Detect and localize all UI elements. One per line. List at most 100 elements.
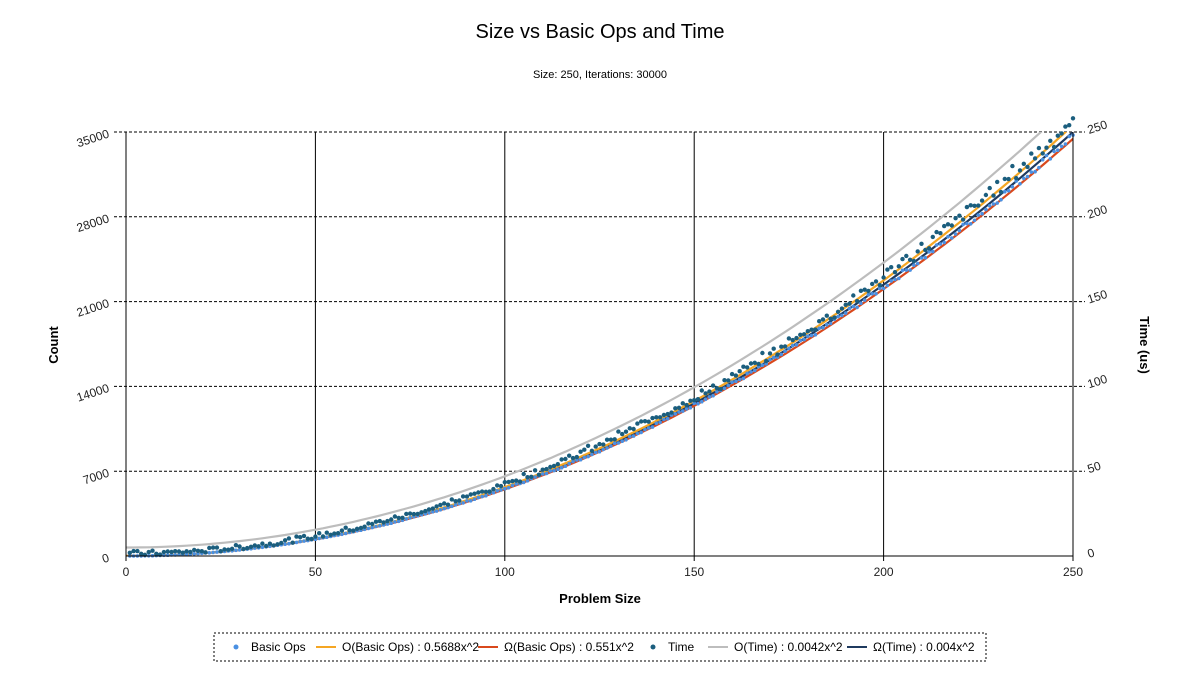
basic-ops-point [999,197,1003,202]
time-point [979,198,985,203]
basic-ops-point [726,383,731,388]
time-point [218,549,223,554]
basic-ops-point [806,334,810,339]
curve-time-5 [126,132,1073,556]
time-point [343,525,348,530]
basic-ops-point [934,243,939,247]
basic-ops-point [908,268,912,272]
time-point [957,213,962,218]
basic-ops-point [885,283,890,288]
time-point [370,521,375,527]
time-point [237,544,242,549]
time-point [1059,131,1064,136]
time-point [923,247,928,253]
time-point [790,337,795,343]
basic-ops-point [1029,170,1034,174]
basic-ops-point [325,535,329,539]
basic-ops-point [813,333,818,337]
basic-ops-point [389,521,394,525]
time-point [582,447,587,452]
time-point [510,478,515,484]
basic-ops-point [878,286,882,291]
basic-ops-point [692,401,696,406]
time-point [669,410,674,415]
time-point [173,549,178,554]
basic-ops-point [931,249,935,254]
time-point [294,534,299,539]
time-point [301,533,307,539]
basic-ops-point [408,516,412,520]
time-point [597,441,602,447]
time-point [517,479,523,484]
time-point [442,501,447,506]
time-point [229,546,235,551]
basic-ops-point [476,495,481,500]
basic-ops-point [635,431,640,436]
time-point [1021,161,1026,166]
time-point [877,283,882,288]
basic-ops-point [525,479,530,483]
basic-ops-point [688,405,693,410]
x-tick-label: 150 [684,565,704,579]
time-point [824,313,829,318]
basic-ops-point [870,292,874,296]
basic-ops-point [586,454,590,459]
basic-ops-point [503,486,507,491]
basic-ops-point [302,539,306,543]
basic-ops-point [840,313,844,318]
basic-ops-point [559,465,564,470]
basic-ops-point [521,480,526,485]
time-point [256,544,261,549]
axes [125,132,1074,561]
basic-ops-point [643,427,647,432]
basic-ops-point [1022,176,1026,181]
time-point [1048,138,1053,143]
basic-ops-point [340,532,344,537]
time-point [498,483,504,489]
ticks: 0 50 100 150 200 2500700014000210002800035000… [75,117,1109,579]
basic-ops-point [616,441,621,445]
time-point [222,547,227,552]
legend-marker-3 [650,644,656,650]
basic-ops-point [1067,134,1071,139]
time-point [460,494,466,499]
time-point [608,437,614,442]
time-point [389,517,394,522]
time-point [881,275,886,280]
grid [114,131,1085,556]
time-point [445,502,451,507]
basic-ops-point [646,426,651,430]
basic-ops-point [442,506,447,511]
y-axis-label: Count [46,326,61,364]
basic-ops-point [211,550,215,555]
basic-ops-point [366,526,371,531]
time-point [639,419,644,424]
time-point [911,258,917,264]
basic-ops-point [923,255,928,260]
basic-ops-point [620,439,624,444]
time-point [646,419,651,424]
basic-ops-point [987,204,992,208]
basic-ops-point [438,508,443,512]
basic-ops-point [548,469,553,473]
basic-ops-point [533,475,537,479]
time-point [298,535,303,540]
time-point [805,329,810,334]
x-tick-label: 0 [123,565,130,579]
time-point [335,531,341,536]
y2-axis-label: Time (us) [1137,316,1152,374]
time-point [271,543,276,548]
time-point [798,332,803,337]
time-point [426,507,432,512]
y-tick-label: 0 [100,550,111,565]
time-point [987,185,992,191]
basic-ops-point [1018,182,1022,186]
time-point [695,397,701,402]
time-point [612,437,617,442]
basic-ops-point [866,292,871,297]
time-point [752,360,757,365]
time-point [1063,124,1068,129]
time-point [654,415,659,420]
time-point [514,478,519,483]
time-point [684,402,689,408]
